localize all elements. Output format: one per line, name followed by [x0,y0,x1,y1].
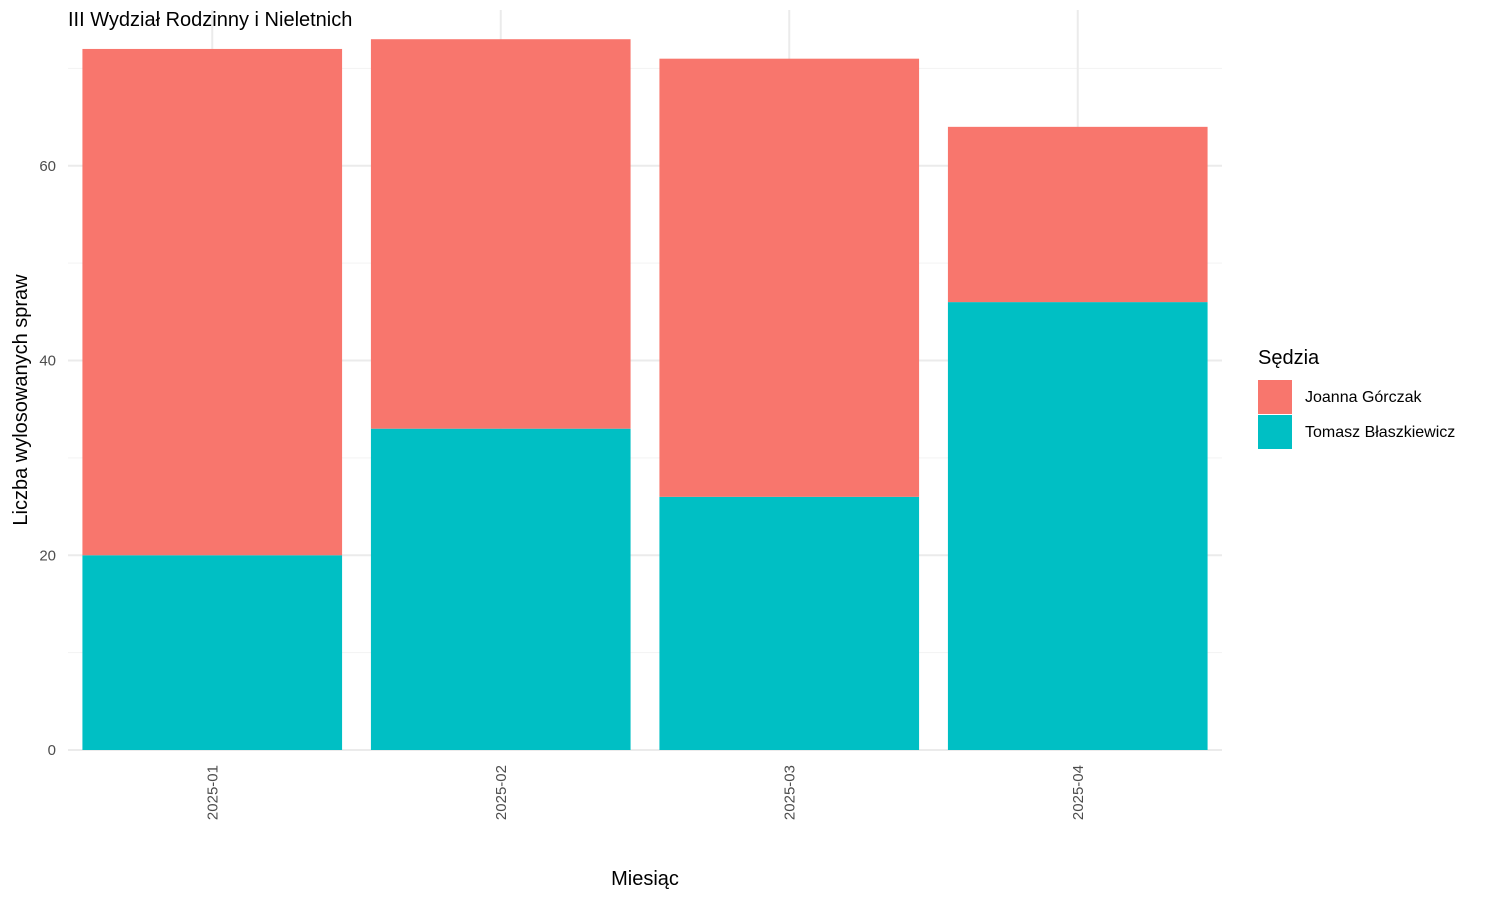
x-tick-label: 2025-01 [204,765,221,820]
bar-segment [82,555,343,750]
bars [82,39,1208,750]
x-tick-label: 2025-02 [493,765,510,820]
x-tick-label: 2025-03 [781,765,798,820]
chart-title: III Wydział Rodzinny i Nieletnich [68,9,352,31]
y-axis-ticks: 0 20 40 60 [39,158,56,759]
x-axis-ticks: 2025-01 2025-02 2025-03 2025-04 [204,765,1087,820]
bar-segment [82,48,343,556]
y-axis-title: Liczba wylosowanych spraw [10,274,32,526]
legend-swatch [1258,415,1292,449]
bar-segment [370,428,631,750]
y-tick-label: 40 [39,353,56,370]
bar-segment [947,126,1208,303]
bar-segment [659,496,920,750]
legend-title: Sędzia [1258,347,1320,369]
bar-segment [659,58,920,497]
y-tick-label: 0 [48,742,56,759]
legend-label: Joanna Górczak [1305,389,1423,406]
legend: Sędzia Joanna Górczak Tomasz Błaszkiewicz [1258,347,1455,449]
bar-segment [947,302,1208,750]
x-tick-label: 2025-04 [1070,765,1087,820]
x-axis-title: Miesiąc [611,868,679,890]
y-tick-label: 20 [39,547,56,564]
legend-label: Tomasz Błaszkiewicz [1305,424,1455,441]
legend-swatch [1258,380,1292,414]
y-tick-label: 60 [39,158,56,175]
bar-segment [370,39,631,429]
